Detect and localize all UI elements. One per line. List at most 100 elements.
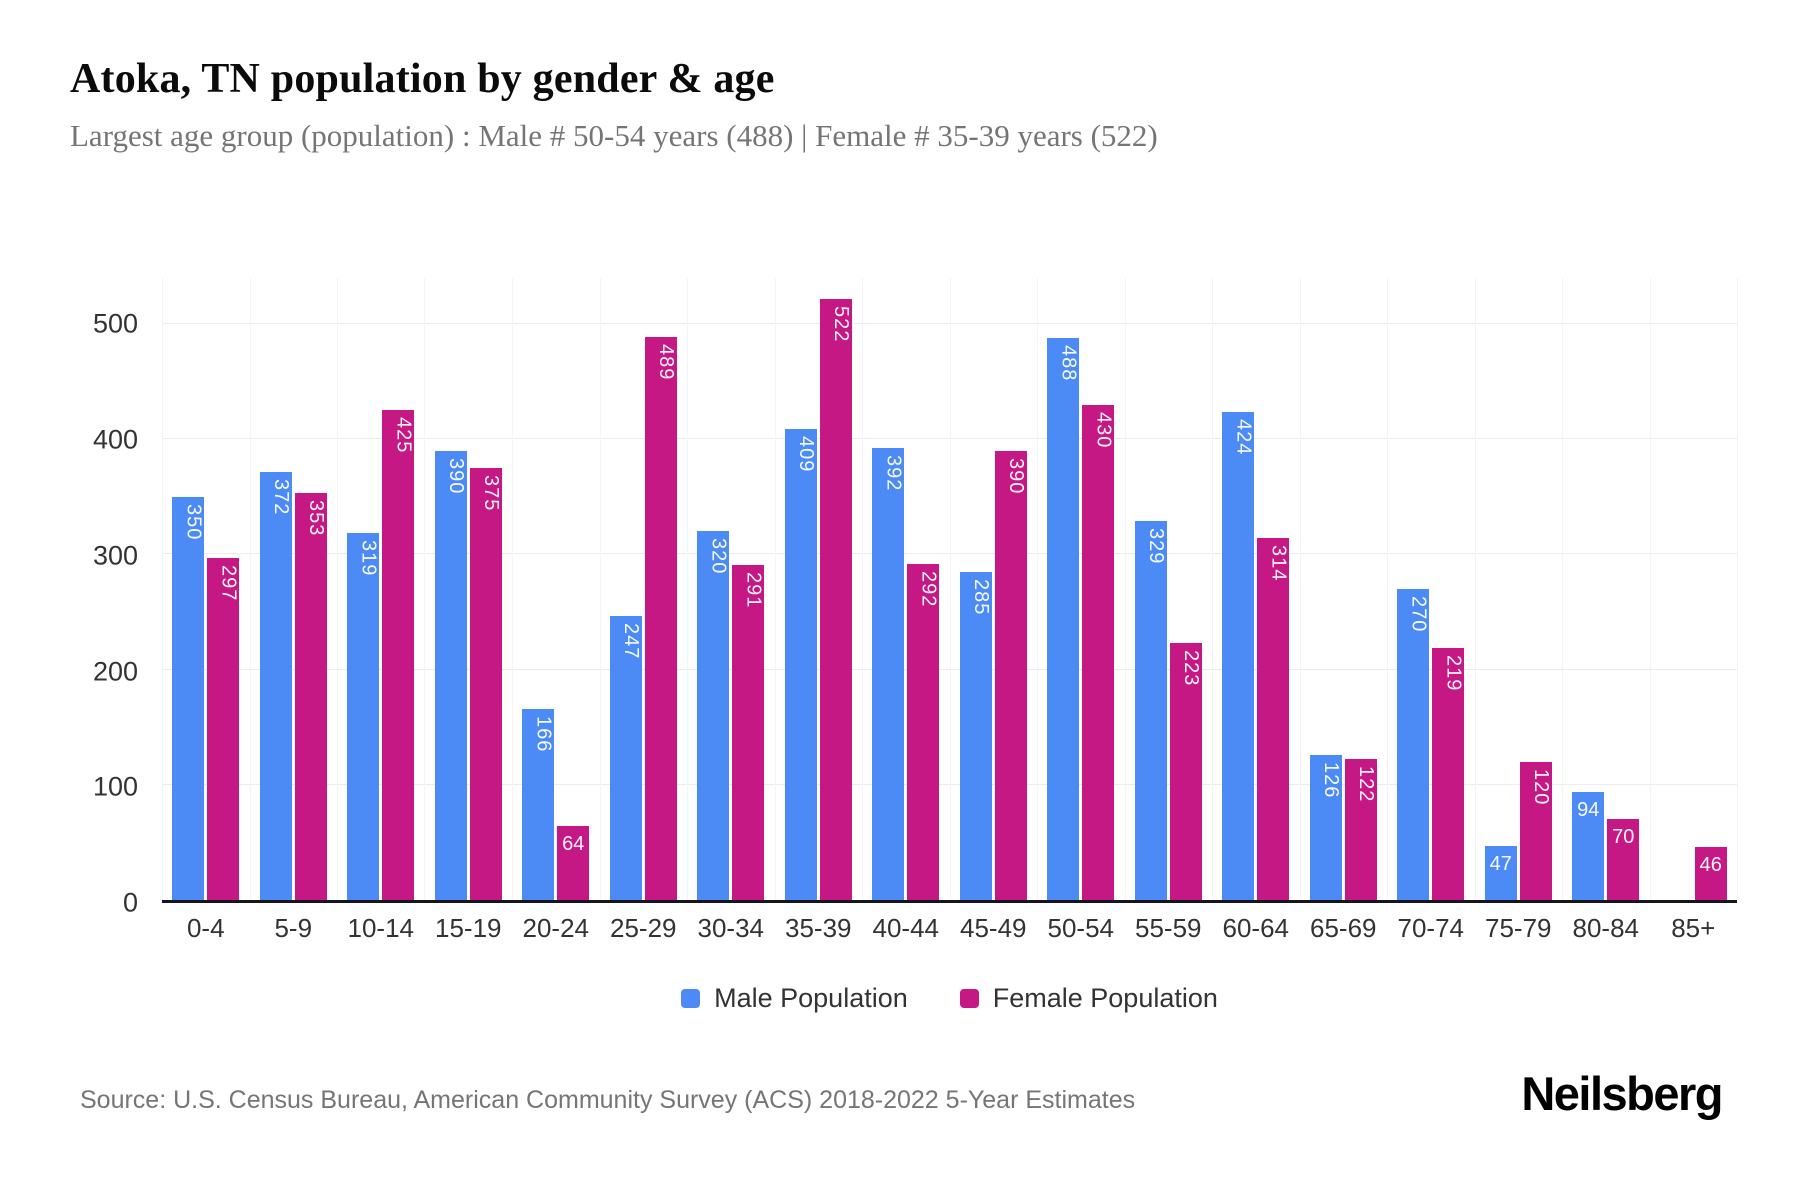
x-tick-label-45-49: 45-49 (960, 913, 1027, 943)
legend-item-female[interactable]: Female Population (959, 983, 1218, 1014)
bar-value-label: 166 (532, 715, 555, 753)
bar-male-50-54[interactable]: 488 (1047, 337, 1080, 900)
legend-label: Female Population (992, 983, 1218, 1013)
bar-female-20-24[interactable]: 64 (557, 826, 590, 900)
bar-group-45-49: 285 390 (950, 278, 1038, 900)
bar-value-label: 375 (479, 475, 502, 512)
bar-male-15-19[interactable]: 390 (434, 450, 467, 900)
x-tick-label-60-64: 60-64 (1222, 913, 1290, 943)
bar-value-label: 126 (1319, 761, 1342, 799)
bar-female-80-84[interactable]: 70 (1607, 819, 1640, 900)
bar-group-20-24: 166 64 (512, 278, 600, 900)
legend-item-male[interactable]: Male Population (681, 983, 908, 1014)
bar-male-55-59[interactable]: 329 (1134, 521, 1167, 900)
bar-female-30-34[interactable]: 291 (732, 564, 765, 900)
y-tick-label: 100 (92, 771, 138, 802)
bar-male-0-4[interactable]: 350 (172, 496, 205, 900)
bar-female-25-29[interactable]: 489 (644, 336, 677, 900)
category-boundary-gridline (1037, 278, 1038, 900)
bar-value-label: 409 (794, 435, 817, 473)
bar-male-20-24[interactable]: 166 (522, 708, 555, 900)
category-boundary-gridline (686, 278, 688, 900)
bar-value-label: 47 (1489, 852, 1512, 875)
bar-female-70-74[interactable]: 219 (1432, 647, 1465, 900)
category-boundary-gridline (424, 278, 426, 900)
bar-value-label: 223 (1179, 650, 1202, 687)
bar-group-55-59: 329 223 (1125, 278, 1213, 900)
bar-value-label: 488 (1057, 344, 1080, 382)
x-tick-label-10-14: 10-14 (347, 913, 415, 943)
y-tick-label: 500 (92, 308, 138, 339)
category-boundary-gridline (1649, 278, 1651, 900)
page-title: Atoka, TN population by gender & age (70, 56, 775, 102)
bar-value-label: 350 (182, 503, 205, 541)
category-boundary-gridline (1299, 278, 1301, 900)
bar-female-75-79[interactable]: 120 (1519, 761, 1552, 900)
bar-male-80-84[interactable]: 94 (1572, 791, 1605, 900)
bar-male-45-49[interactable]: 285 (959, 571, 992, 900)
x-tick-label-75-79: 75-79 (1485, 913, 1552, 943)
x-tick-label-85+: 85+ (1671, 913, 1716, 943)
x-tick-label-20-24: 20-24 (522, 913, 590, 943)
plot-area: 350 297 372 353 319 425 390 375 166 64 247 489 320 29… (162, 278, 1738, 903)
bar-male-70-74[interactable]: 270 (1397, 589, 1430, 900)
bar-value-label: 314 (1267, 545, 1290, 582)
bar-female-35-39[interactable]: 522 (819, 298, 852, 900)
category-boundary-gridline (1737, 278, 1738, 900)
bar-male-25-29[interactable]: 247 (609, 615, 642, 900)
bar-value-label: 46 (1699, 854, 1722, 877)
bar-male-65-69[interactable]: 126 (1309, 754, 1342, 900)
bar-value-label: 270 (1407, 596, 1430, 633)
bar-female-50-54[interactable]: 430 (1082, 404, 1115, 900)
bar-value-label: 120 (1529, 768, 1552, 806)
x-tick-label-40-44: 40-44 (872, 913, 940, 943)
bar-value-label: 297 (217, 564, 240, 602)
chart-subtitle: Largest age group (population) : Male # … (70, 118, 1158, 153)
bar-group-30-34: 320 291 (687, 278, 775, 900)
bar-male-40-44[interactable]: 392 (872, 448, 905, 900)
category-boundary-gridline (1474, 278, 1476, 900)
bar-value-label: 329 (1144, 528, 1167, 565)
x-tick-label-50-54: 50-54 (1047, 913, 1115, 943)
bar-female-5-9[interactable]: 353 (294, 493, 327, 900)
legend: Male Population Female Population (162, 983, 1737, 1014)
bar-value-label: 372 (269, 478, 292, 515)
bar-group-25-29: 247 489 (600, 278, 688, 900)
bar-male-30-34[interactable]: 320 (697, 531, 730, 900)
bar-male-5-9[interactable]: 372 (259, 471, 292, 900)
x-tick-label-65-69: 65-69 (1310, 913, 1377, 943)
category-boundary-gridline (949, 278, 951, 900)
bar-group-15-19: 390 375 (425, 278, 513, 900)
bar-value-label: 489 (654, 343, 677, 381)
x-tick-label-35-39: 35-39 (785, 913, 852, 943)
y-tick-label: 300 (92, 540, 138, 571)
bar-female-40-44[interactable]: 292 (907, 563, 940, 900)
bar-female-65-69[interactable]: 122 (1344, 759, 1377, 900)
bar-value-label: 94 (1577, 798, 1600, 821)
bar-female-10-14[interactable]: 425 (382, 410, 415, 900)
bar-value-label: 219 (1442, 654, 1465, 692)
bar-male-10-14[interactable]: 319 (347, 532, 380, 900)
bar-female-60-64[interactable]: 314 (1257, 538, 1290, 900)
bar-male-75-79[interactable]: 47 (1484, 845, 1517, 900)
bar-group-50-54: 488 430 (1037, 278, 1125, 900)
bar-group-10-14: 319 425 (337, 278, 425, 900)
bar-value-label: 353 (304, 500, 327, 537)
bar-group-65-69: 126 122 (1300, 278, 1388, 900)
bar-female-55-59[interactable]: 223 (1169, 643, 1202, 900)
x-tick-label-30-34: 30-34 (697, 913, 765, 943)
bar-group-0-4: 350 297 (162, 278, 250, 900)
bar-female-45-49[interactable]: 390 (994, 450, 1027, 900)
x-tick-label-25-29: 25-29 (610, 913, 677, 943)
bar-value-label: 285 (969, 578, 992, 616)
bar-male-60-64[interactable]: 424 (1222, 411, 1255, 900)
bar-female-15-19[interactable]: 375 (469, 468, 502, 900)
bar-female-0-4[interactable]: 297 (207, 557, 240, 900)
legend-label: Male Population (714, 983, 908, 1013)
category-boundary-gridline (774, 278, 776, 900)
bar-group-75-79: 47 120 (1475, 278, 1563, 900)
bar-female-85+[interactable]: 46 (1694, 847, 1727, 900)
x-tick-label-0-4: 0-4 (186, 913, 225, 943)
bar-male-35-39[interactable]: 409 (784, 428, 817, 900)
